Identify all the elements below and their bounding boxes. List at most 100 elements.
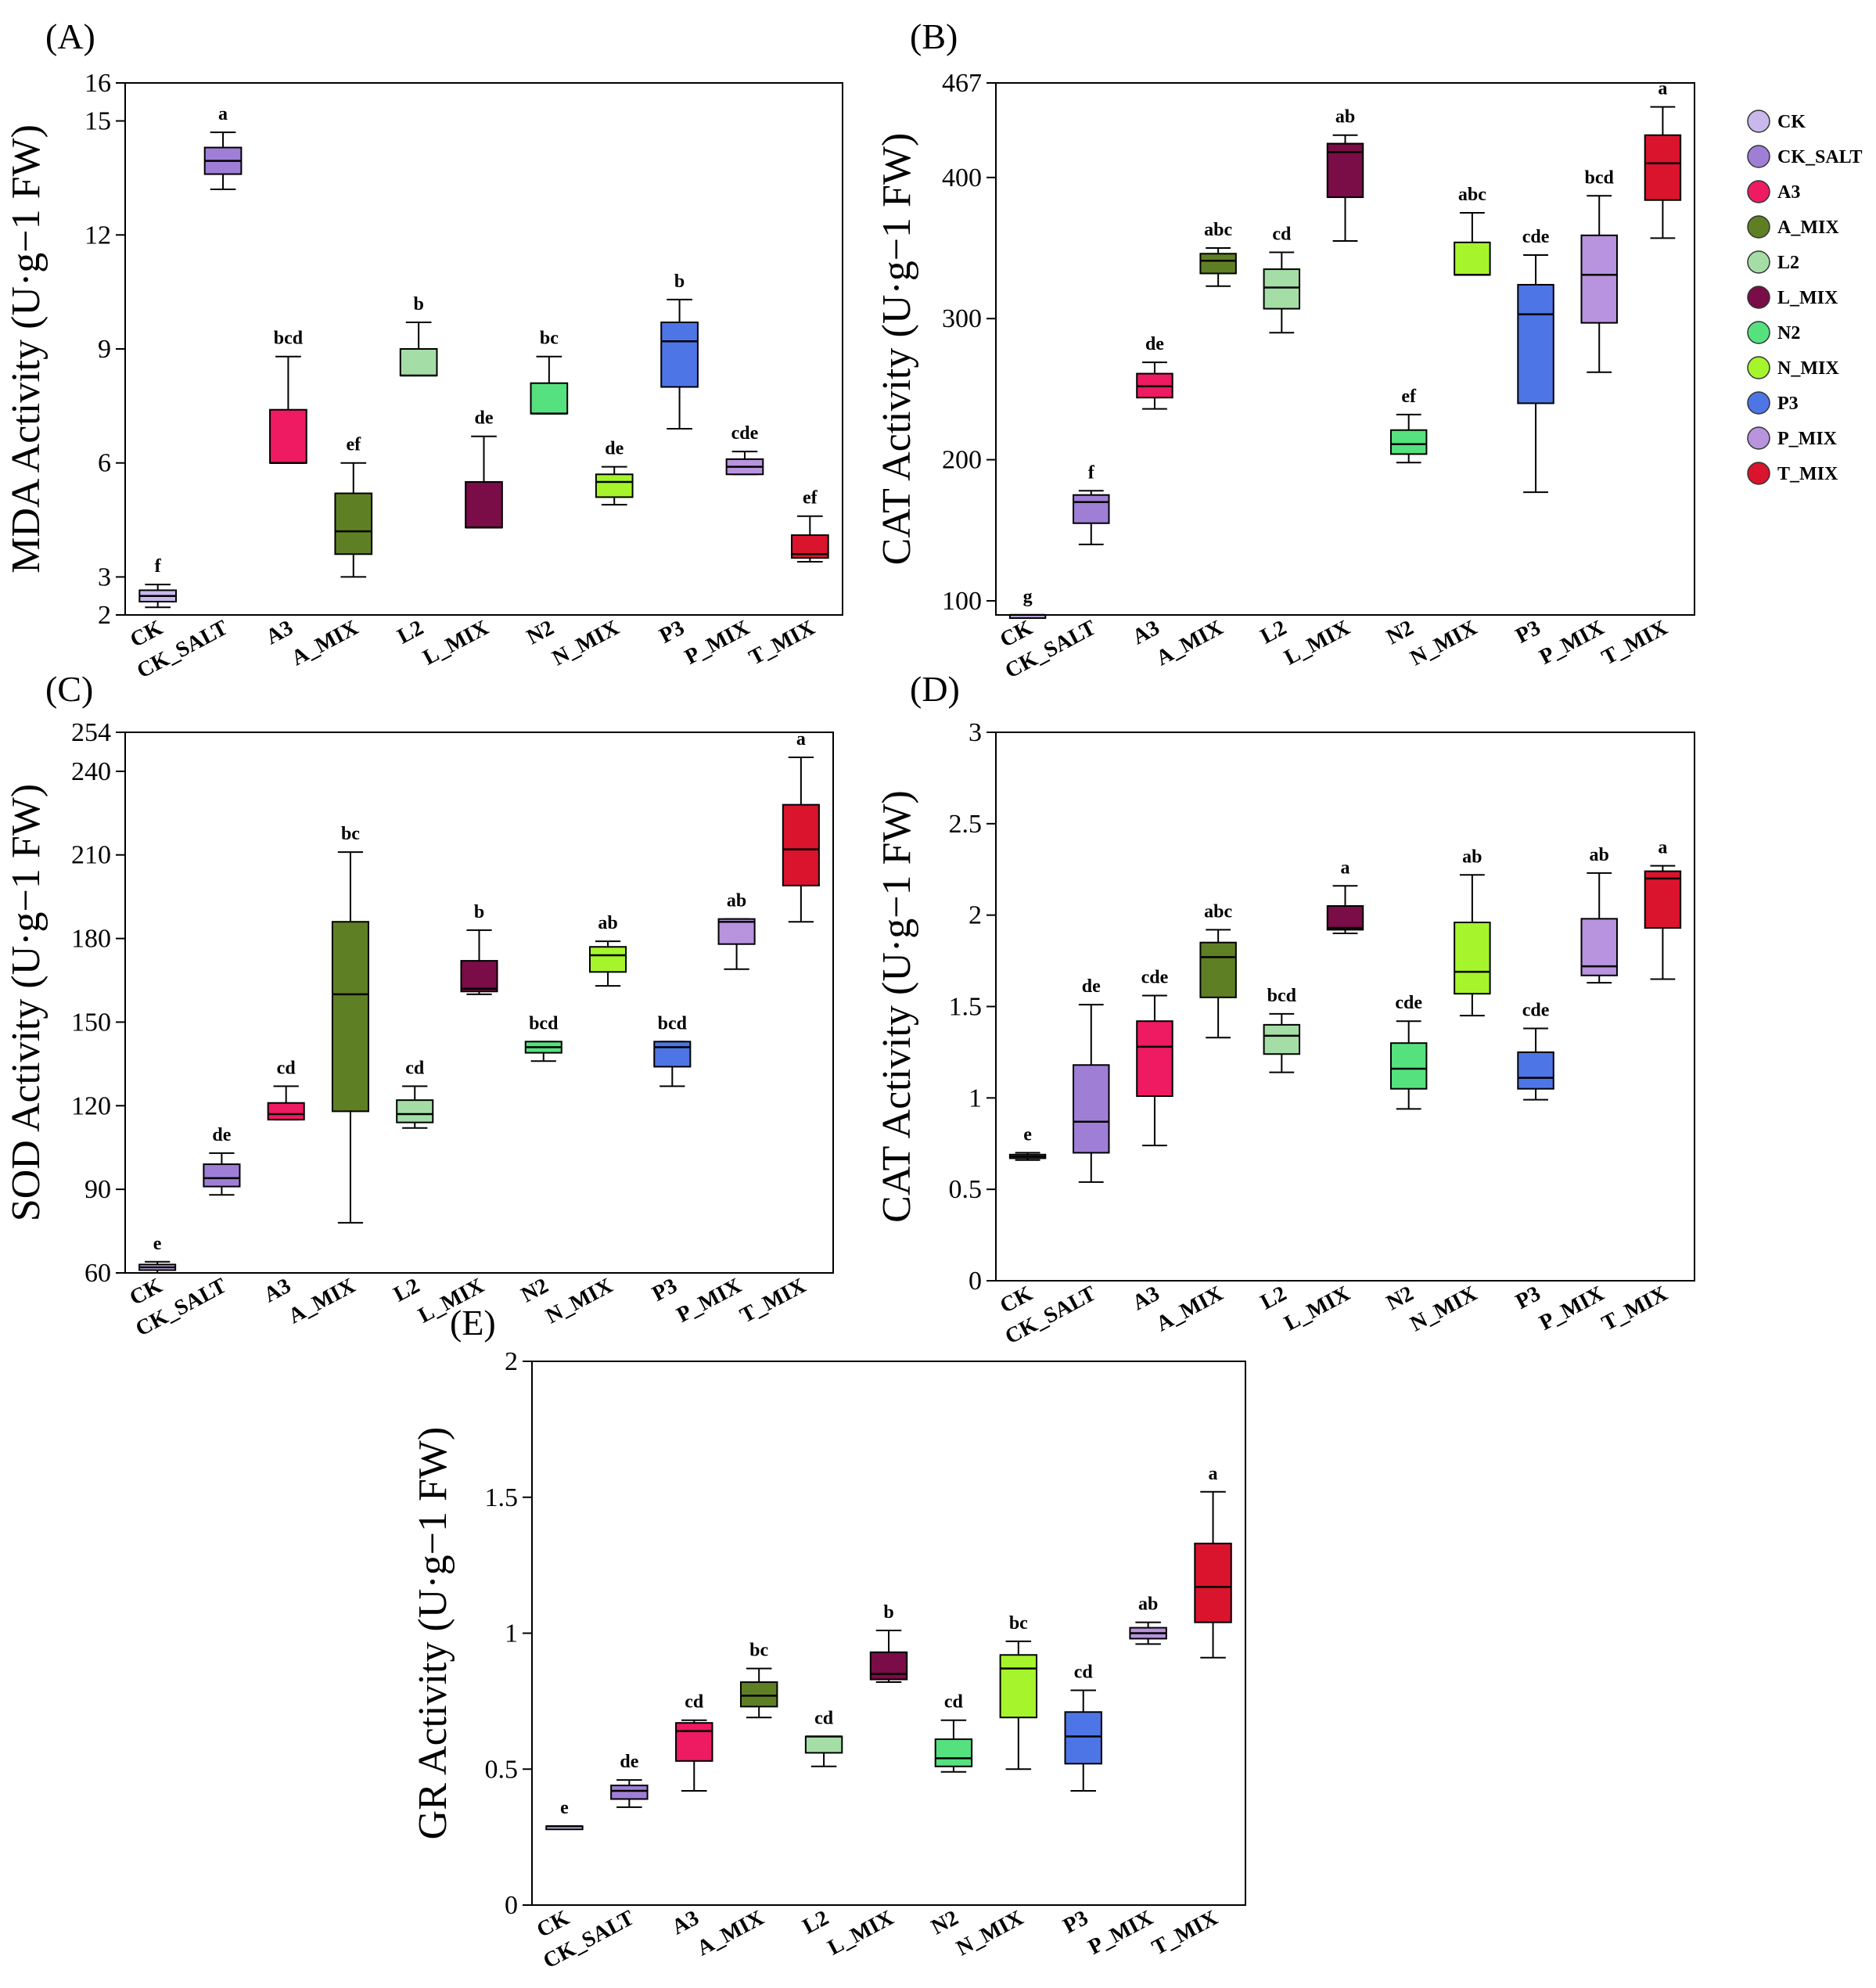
panel-d-ylabel: CAT Activity (U·g−1 FW) (875, 790, 919, 1223)
panel-b-xtick-label: L_MIX (1281, 616, 1354, 670)
panel-e-sig-label: cd (1074, 1662, 1094, 1682)
legend-item-a3: A3 (1747, 180, 1800, 203)
panel-a-box-body (660, 322, 699, 388)
panel-d-box-ck: e (1008, 1124, 1047, 1161)
panel-a-sig-label: b (674, 271, 685, 292)
panel-c-ytick-label: 90 (84, 1175, 111, 1204)
panel-e-xtick-label: L_MIX (824, 1906, 897, 1961)
panel-b: (B) 100 200 300 400 467 CAT Activity (U·g−1 FW… (875, 16, 1695, 684)
panel-b-ytick-label: 300 (942, 304, 982, 333)
panel-c-box-t-mix: a (782, 729, 820, 923)
panel-b-xtick-label: P_MIX (1536, 616, 1608, 670)
panel-b-sig-label: cd (1272, 224, 1292, 244)
panel-e-box-body (739, 1681, 778, 1708)
panel-d-box-a3: cde (1136, 967, 1173, 1147)
panel-e-box-l-mix: b (869, 1602, 908, 1684)
panel-e-box-ck: e (545, 1798, 584, 1831)
panel-e-sig-label: de (620, 1752, 638, 1772)
panel-e-box-body (804, 1735, 843, 1754)
panel-d-sig-label: a (1341, 857, 1350, 878)
panel-e-box-p3: cd (1064, 1662, 1102, 1792)
panel-a-box-n-mix: de (595, 439, 634, 506)
panel-c-box-l2: cd (396, 1058, 434, 1129)
panel-a-box-l-mix: de (465, 408, 503, 529)
panel-e-sig-label: cd (944, 1692, 964, 1713)
panel-c-ytick-label: 120 (71, 1091, 111, 1120)
panel-d-ytick-label: 0 (969, 1267, 982, 1296)
panel-c-box-body (653, 1041, 692, 1068)
panel-b-xtick-label: N2 (1382, 616, 1418, 649)
panel-a-box-ck-salt: a (203, 104, 243, 190)
legend-label: N2 (1777, 323, 1800, 343)
panel-d-box-t-mix: a (1644, 838, 1682, 980)
panel-a-xtick-label: L_MIX (419, 616, 493, 670)
panel-c-sig-label: b (474, 902, 484, 922)
panel-b-box-body (1644, 134, 1682, 201)
panel-b-sig-label: de (1145, 334, 1164, 354)
legend-label: CK_SALT (1777, 147, 1863, 167)
panel-d-sig-label: e (1023, 1124, 1032, 1145)
panel-a-box-body (399, 348, 438, 376)
panel-c-sig-label: de (212, 1125, 231, 1145)
legend-label: L2 (1777, 253, 1799, 273)
panel-e-sig-label: a (1209, 1464, 1218, 1484)
panel-a-box-body (465, 481, 503, 529)
panel-a-sig-label: ef (803, 488, 818, 509)
panel-d-frame (995, 732, 1695, 1282)
panel-d-box-body (1389, 1042, 1428, 1090)
panel-c-sig-label: a (796, 729, 806, 750)
panel-a-sig-label: cde (731, 423, 759, 444)
panel-b-sig-label: f (1088, 462, 1095, 483)
panel-c-sig-label: ab (727, 891, 746, 911)
panel-b-sig-label: cde (1522, 227, 1550, 247)
panel-a-ytick-label: 12 (84, 221, 111, 250)
panel-d-box-body (1326, 904, 1364, 931)
panel-c-sig-label: cd (405, 1058, 425, 1078)
legend-swatch (1747, 286, 1770, 309)
panel-a-xtick-label: A3 (262, 616, 297, 649)
legend-item-ck-salt: CK_SALT (1747, 145, 1863, 168)
legend-item-p-mix: P_MIX (1747, 426, 1838, 450)
panel-c-ytick-label: 210 (71, 841, 111, 870)
panel-b-box-l-mix: ab (1326, 107, 1364, 243)
panel-b-sig-label: ef (1401, 386, 1417, 407)
panel-d-xtick-label: T_MIX (1597, 1282, 1671, 1336)
legend-swatch (1747, 321, 1770, 344)
panel-d-box-body (1454, 922, 1491, 995)
panel-d-sig-label: cde (1522, 1001, 1550, 1021)
panel-b-ytick-label: 400 (942, 164, 982, 192)
panel-c-ytick-label: 150 (71, 1008, 111, 1037)
panel-a-ytick-label: 3 (98, 563, 111, 591)
panel-e-box-l2: cd (804, 1709, 843, 1767)
legend-swatch (1747, 110, 1770, 133)
panel-a-sig-label: ef (346, 435, 361, 455)
panel-c-xtick-label: P_MIX (673, 1274, 746, 1328)
panel-a-box-n2: bc (530, 329, 569, 415)
panel-e-box-ck-salt: de (610, 1752, 649, 1808)
panel-d-box-body (1517, 1051, 1554, 1090)
panel-a-box-p-mix: cde (725, 423, 764, 476)
panel-a-box-body (269, 408, 307, 464)
panel-e-sig-label: b (883, 1602, 893, 1623)
panel-b-sig-label: abc (1204, 220, 1232, 240)
panel-d-xtick-label: P_MIX (1536, 1282, 1608, 1336)
panel-c-xtick-label: P3 (649, 1274, 681, 1307)
panel-d-xtick-label: A_MIX (1152, 1282, 1227, 1336)
panel-e-box-n-mix: bc (999, 1613, 1038, 1771)
panel-b-box-ck-salt: f (1073, 462, 1110, 545)
panel-e-ytick-label: 1.5 (485, 1483, 519, 1512)
panel-b-box-a-mix: abc (1199, 220, 1237, 287)
panel-c-sig-label: bc (341, 824, 360, 844)
panel-e-xtick-label: A3 (668, 1906, 703, 1939)
panel-d-sig-label: abc (1204, 901, 1232, 922)
panel-c-box-p-mix: ab (717, 891, 756, 970)
panel-e-box-body (1194, 1542, 1232, 1623)
panel-c-box-body (203, 1163, 241, 1188)
legend-label: A_MIX (1777, 217, 1839, 238)
panel-b-xtick-label: N_MIX (1407, 616, 1482, 670)
panel-d-box-l2: bcd (1263, 986, 1301, 1073)
panel-b-ytick-label: 100 (942, 587, 982, 616)
panel-e-xtick-label: L2 (799, 1906, 832, 1939)
panel-c-box-body (782, 803, 820, 886)
